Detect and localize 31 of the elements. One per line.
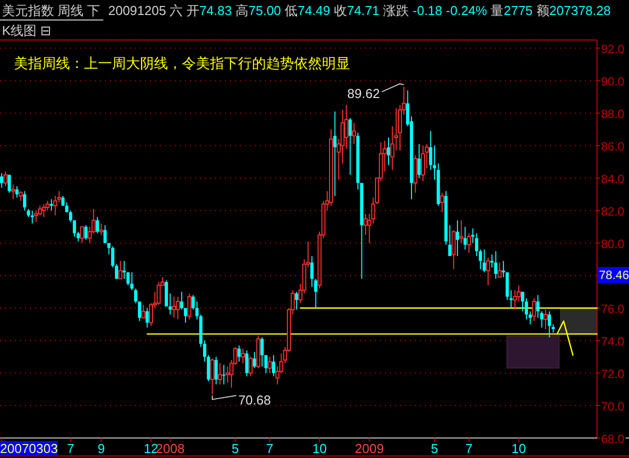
x-tick-label: 20070303 (0, 441, 58, 456)
annotation: 89.62 (347, 86, 380, 101)
chart-title: 美元指数 周线 下 (2, 3, 100, 18)
x-tick-label: 10 (312, 441, 327, 456)
y-tick-label: 90.0 (601, 74, 625, 89)
text: 78.46 (599, 268, 629, 282)
x-tick-label: 2009 (354, 441, 384, 456)
x-tick-label: 7 (266, 441, 274, 456)
text: 20091205 六 开74.83 高75.00 低74.49 收74.71 涨跌 -0.18 -0.24% 量2775 额207378.28 (108, 3, 611, 18)
x-tick-label: 5 (430, 441, 438, 456)
y-tick-label: 74.0 (601, 334, 625, 349)
y-tick-label: 76.0 (601, 302, 625, 316)
x-tick-label: 2008 (156, 441, 185, 456)
annotation: 美指周线：上一周大阴线，令美指下行的趋势依然明显 (14, 55, 350, 71)
annotation: 70.68 (238, 392, 271, 408)
x-tick-label: 12 (144, 441, 158, 456)
y-tick-label: 84.0 (601, 172, 625, 186)
y-tick-label: 82.0 (601, 204, 625, 219)
x-tick-label: 10 (512, 441, 526, 456)
y-tick-label: 88.0 (601, 107, 625, 122)
y-tick-label: 68.0 (601, 432, 625, 446)
y-tick-label: 92.0 (601, 42, 625, 56)
x-tick-label: 7 (66, 441, 74, 456)
text: K线图 ⊟ (2, 23, 52, 38)
x-tick-label: 5 (232, 441, 239, 456)
y-tick-label: 70.0 (601, 400, 625, 414)
x-tick-label: 9 (98, 441, 105, 456)
y-tick-label: 72.0 (601, 367, 625, 382)
y-tick-label: 86.0 (601, 140, 625, 154)
x-tick-label: 7 (465, 441, 473, 456)
y-tick-label: 80.0 (601, 237, 625, 252)
